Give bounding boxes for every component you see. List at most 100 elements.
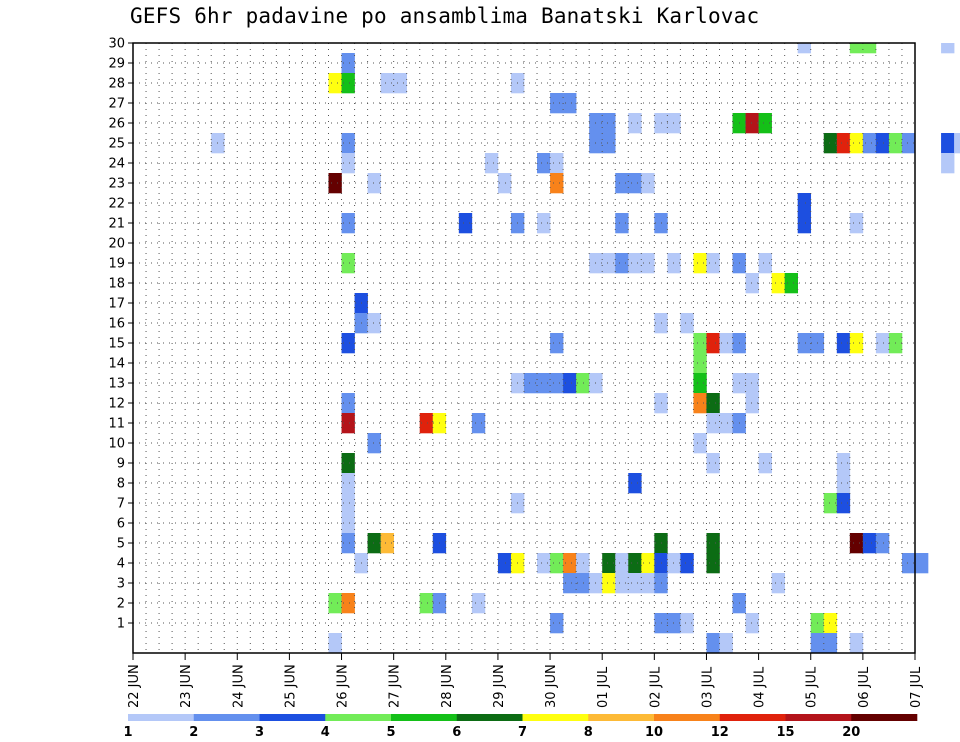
y-tick-label: 3 (117, 577, 125, 592)
heatmap-cell (758, 453, 772, 474)
legend-swatch (588, 714, 655, 721)
legend-label: 4 (321, 725, 330, 740)
heatmap-cell (537, 373, 551, 394)
y-tick-label: 29 (108, 57, 125, 72)
legend-label: 2 (189, 725, 198, 740)
heatmap-cell (341, 413, 355, 434)
heatmap-cell (602, 113, 616, 134)
heatmap-cell (419, 593, 434, 614)
heatmap-cell (550, 93, 564, 114)
x-tick-label: 03 JUL (700, 666, 715, 708)
heatmap-cell (602, 133, 616, 154)
x-axis: 22 JUN 23 JUN 24 JUN 25 JUN 26 JUN 27 JUN 28 J… (127, 653, 924, 708)
heatmap-cell (550, 613, 564, 634)
heatmap-cell (380, 73, 394, 94)
heatmap-cell (341, 53, 355, 74)
heatmap-cell (576, 553, 590, 574)
heatmap-cell (341, 73, 355, 94)
heatmap-cell (745, 113, 759, 134)
heatmap-cell (771, 573, 785, 594)
legend-swatch (719, 714, 786, 721)
heatmap-cell (745, 373, 759, 394)
heatmap-cell (680, 313, 694, 334)
legend-swatch (391, 714, 458, 721)
heatmap-cell (341, 333, 355, 354)
heatmap-cell (341, 473, 355, 494)
heatmap-cell (628, 573, 642, 594)
heatmap-cell (628, 553, 642, 574)
chart-title: GEFS 6hr padavine po ansamblima Banatski… (130, 4, 760, 28)
heatmap-cell (537, 153, 551, 174)
legend-label: 12 (711, 725, 729, 740)
y-tick-label: 20 (108, 237, 125, 252)
heatmap-cell (654, 313, 668, 334)
y-tick-label: 26 (108, 117, 125, 132)
heatmap-cell (341, 533, 355, 554)
heatmap-cell (680, 613, 694, 634)
x-tick-label: 04 JUL (753, 666, 768, 708)
heatmap-cell (823, 613, 838, 634)
heatmap-cell (706, 333, 720, 354)
y-tick-label: 14 (108, 357, 125, 372)
heatmap-cell (836, 473, 851, 494)
y-tick-label: 27 (108, 97, 125, 112)
heatmap-cell (797, 333, 812, 354)
y-tick-label: 11 (108, 417, 125, 432)
legend-swatch (259, 714, 326, 721)
heatmap-cell (654, 393, 668, 414)
y-tick-label: 13 (108, 377, 125, 392)
heatmap-cell (901, 133, 916, 154)
y-tick-label: 23 (108, 177, 125, 192)
y-tick-label: 1 (117, 617, 125, 632)
heatmap-cell (550, 373, 564, 394)
heatmap-cell (745, 393, 759, 414)
heatmap-cell (667, 253, 681, 274)
heatmap-cell (823, 493, 838, 514)
y-tick-label: 10 (108, 437, 125, 452)
y-tick-label: 16 (108, 317, 125, 332)
heatmap-cell (823, 633, 838, 654)
heatmap-cell (367, 313, 381, 334)
heatmap-cell (393, 73, 407, 94)
heatmap-cell (706, 413, 720, 434)
heatmap-cell (706, 633, 720, 654)
y-tick-label: 30 (108, 37, 125, 52)
heatmap-cell (341, 493, 355, 514)
legend-label: 15 (776, 725, 794, 740)
heatmap-cell (628, 113, 642, 134)
y-tick-label: 5 (117, 537, 125, 552)
heatmap-cell (706, 253, 720, 274)
x-tick-label: 07 JUL (909, 666, 924, 708)
y-tick-label: 7 (117, 497, 125, 512)
gridlines (133, 42, 915, 653)
heatmap-cell (745, 613, 759, 634)
heatmap-cell (654, 613, 668, 634)
legend-swatch (193, 714, 260, 721)
x-tick-label: 29 JUN (492, 664, 507, 708)
heatmap-cell (341, 593, 355, 614)
y-tick-label: 25 (108, 137, 125, 152)
heatmap-cell (954, 133, 960, 154)
heatmap-cell (810, 633, 825, 654)
legend-swatch (456, 714, 523, 721)
heatmap-cell (719, 333, 733, 354)
x-tick-label: 28 JUN (440, 664, 455, 708)
heatmap-cell (641, 253, 655, 274)
heatmap-cell (836, 333, 851, 354)
heatmap-cell (563, 93, 577, 114)
y-tick-label: 21 (108, 217, 125, 232)
y-tick-label: 8 (117, 477, 125, 492)
heatmap-cell (328, 173, 342, 194)
heatmap-cell (341, 153, 355, 174)
legend-label: 6 (452, 725, 461, 740)
heatmap-cell (849, 43, 864, 54)
heatmap-cell (667, 613, 681, 634)
heatmap-cell (537, 213, 551, 234)
heatmap-cell (471, 593, 486, 614)
heatmap-cell (836, 133, 851, 154)
x-tick-label: 06 JUL (857, 666, 872, 708)
legend-swatch (851, 714, 918, 721)
heatmap-cell (576, 573, 590, 594)
y-tick-label: 4 (117, 557, 125, 572)
heatmap-cell (836, 493, 851, 514)
